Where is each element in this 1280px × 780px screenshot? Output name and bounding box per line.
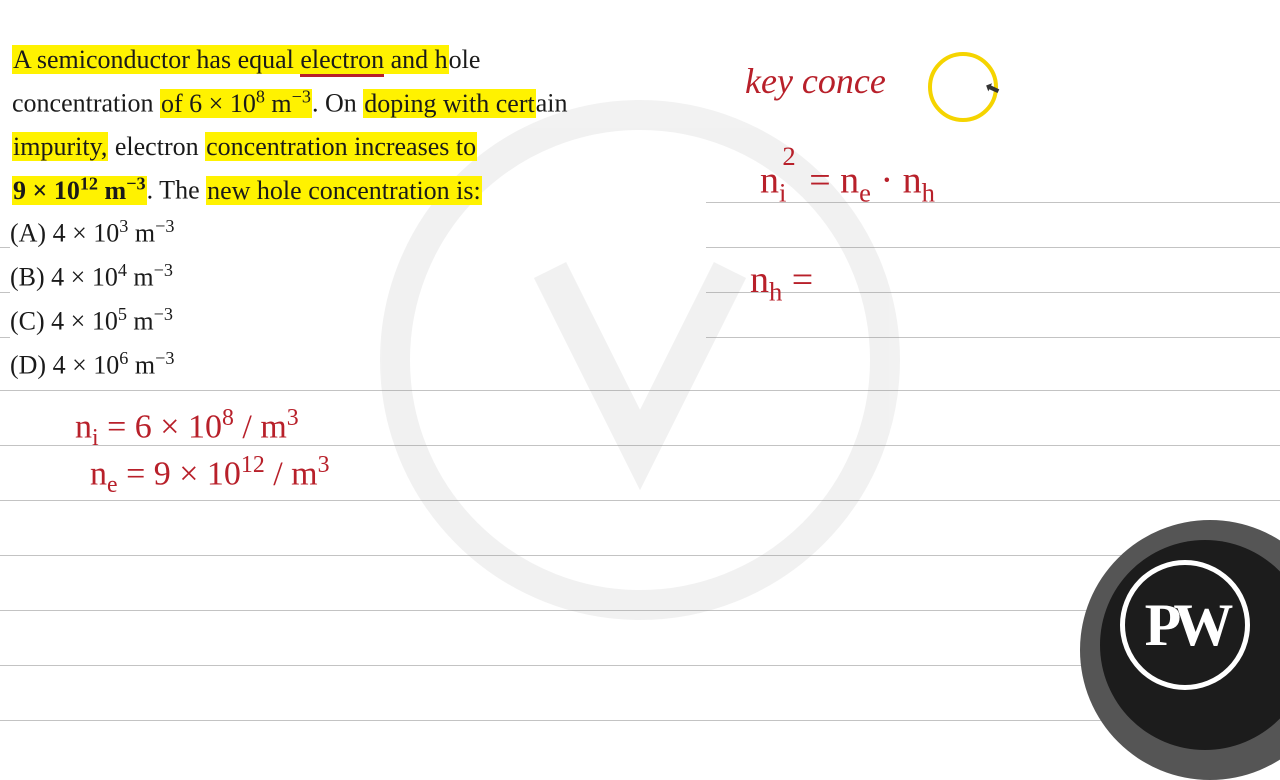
- qtext: A semiconductor has equal: [13, 45, 300, 74]
- hw-formula-mass-action: ni2 = ne · nh: [760, 155, 935, 208]
- opt-text: m: [127, 263, 154, 292]
- hw-text: = 6 × 10: [99, 408, 222, 445]
- qtext: electron: [108, 132, 205, 161]
- opt-sup: 6: [119, 348, 128, 368]
- qtext: doping with cert: [363, 89, 535, 118]
- option-a: (A) 4 × 103 m−3: [10, 211, 174, 255]
- hw-sup: 8: [222, 405, 234, 431]
- hw-nh-equals: nh =: [750, 258, 813, 308]
- hw-text: n: [90, 455, 107, 492]
- hw-text: = 9 × 10: [118, 455, 241, 492]
- qtext: m: [265, 89, 292, 118]
- opt-sup: 5: [118, 304, 127, 324]
- qtext-sup: −3: [126, 173, 145, 193]
- question-text: A semiconductor has equal electron and h…: [12, 38, 712, 212]
- qtext: . On: [312, 89, 363, 118]
- qtext: new hole concentration is:: [206, 176, 482, 205]
- hw-text: · n: [871, 160, 922, 202]
- option-d: (D) 4 × 106 m−3: [10, 343, 174, 387]
- hw-sub: i: [779, 177, 786, 207]
- opt-sup: 3: [119, 216, 128, 236]
- hw-sup: 3: [287, 405, 299, 431]
- opt-text: (D) 4 × 10: [10, 351, 119, 380]
- hw-text: / m: [234, 408, 287, 445]
- hw-sub: e: [859, 177, 871, 207]
- hw-sup: 12: [241, 452, 265, 478]
- opt-sup: 4: [118, 260, 127, 280]
- logo-ring: PW: [1120, 560, 1250, 690]
- hw-text: n: [750, 259, 769, 301]
- qtext: concentration: [12, 89, 160, 118]
- opt-sup: −3: [155, 348, 174, 368]
- qtext: 9 × 10: [13, 176, 80, 205]
- opt-text: m: [128, 351, 155, 380]
- hw-text: / m: [265, 455, 318, 492]
- qtext: ain: [536, 89, 568, 118]
- qtext: m: [98, 176, 126, 205]
- logo-text: PW: [1145, 591, 1226, 660]
- opt-text: (A) 4 × 10: [10, 219, 119, 248]
- opt-text: (C) 4 × 10: [10, 307, 118, 336]
- option-c: (C) 4 × 105 m−3: [10, 299, 173, 343]
- qtext: ole: [449, 45, 481, 74]
- qtext: impurity,: [12, 132, 108, 161]
- hw-sub: e: [107, 472, 118, 498]
- hw-text: =: [782, 259, 813, 301]
- opt-sup: −3: [154, 260, 173, 280]
- qtext: concentration increases to: [205, 132, 477, 161]
- hw-text: n: [75, 408, 92, 445]
- qtext: of 6 × 10: [161, 89, 256, 118]
- hw-sub: h: [769, 277, 782, 307]
- opt-sup: −3: [155, 216, 174, 236]
- hw-ni-value: ni = 6 × 108 / m3: [75, 405, 299, 452]
- hw-sub: i: [92, 425, 99, 451]
- hw-sup: 3: [318, 452, 330, 478]
- qtext-sup: 8: [256, 86, 265, 106]
- qtext-sup: −3: [292, 86, 311, 106]
- qtext-sup: 12: [80, 173, 98, 193]
- hw-text: n: [760, 160, 779, 202]
- opt-sup: −3: [154, 304, 173, 324]
- qtext: and: [384, 45, 435, 74]
- qtext-electron: electron: [300, 45, 384, 77]
- hw-key-concept: key conce: [745, 60, 886, 102]
- opt-text: m: [128, 219, 155, 248]
- hw-sub: h: [922, 177, 935, 207]
- hw-sup: 2: [782, 141, 795, 171]
- opt-text: (B) 4 × 10: [10, 263, 118, 292]
- hw-ne-value: ne = 9 × 1012 / m3: [90, 452, 330, 499]
- option-b: (B) 4 × 104 m−3: [10, 255, 173, 299]
- qtext: . The: [147, 176, 206, 205]
- qtext: h: [435, 45, 448, 74]
- opt-text: m: [127, 307, 154, 336]
- hw-text: = n: [800, 160, 859, 202]
